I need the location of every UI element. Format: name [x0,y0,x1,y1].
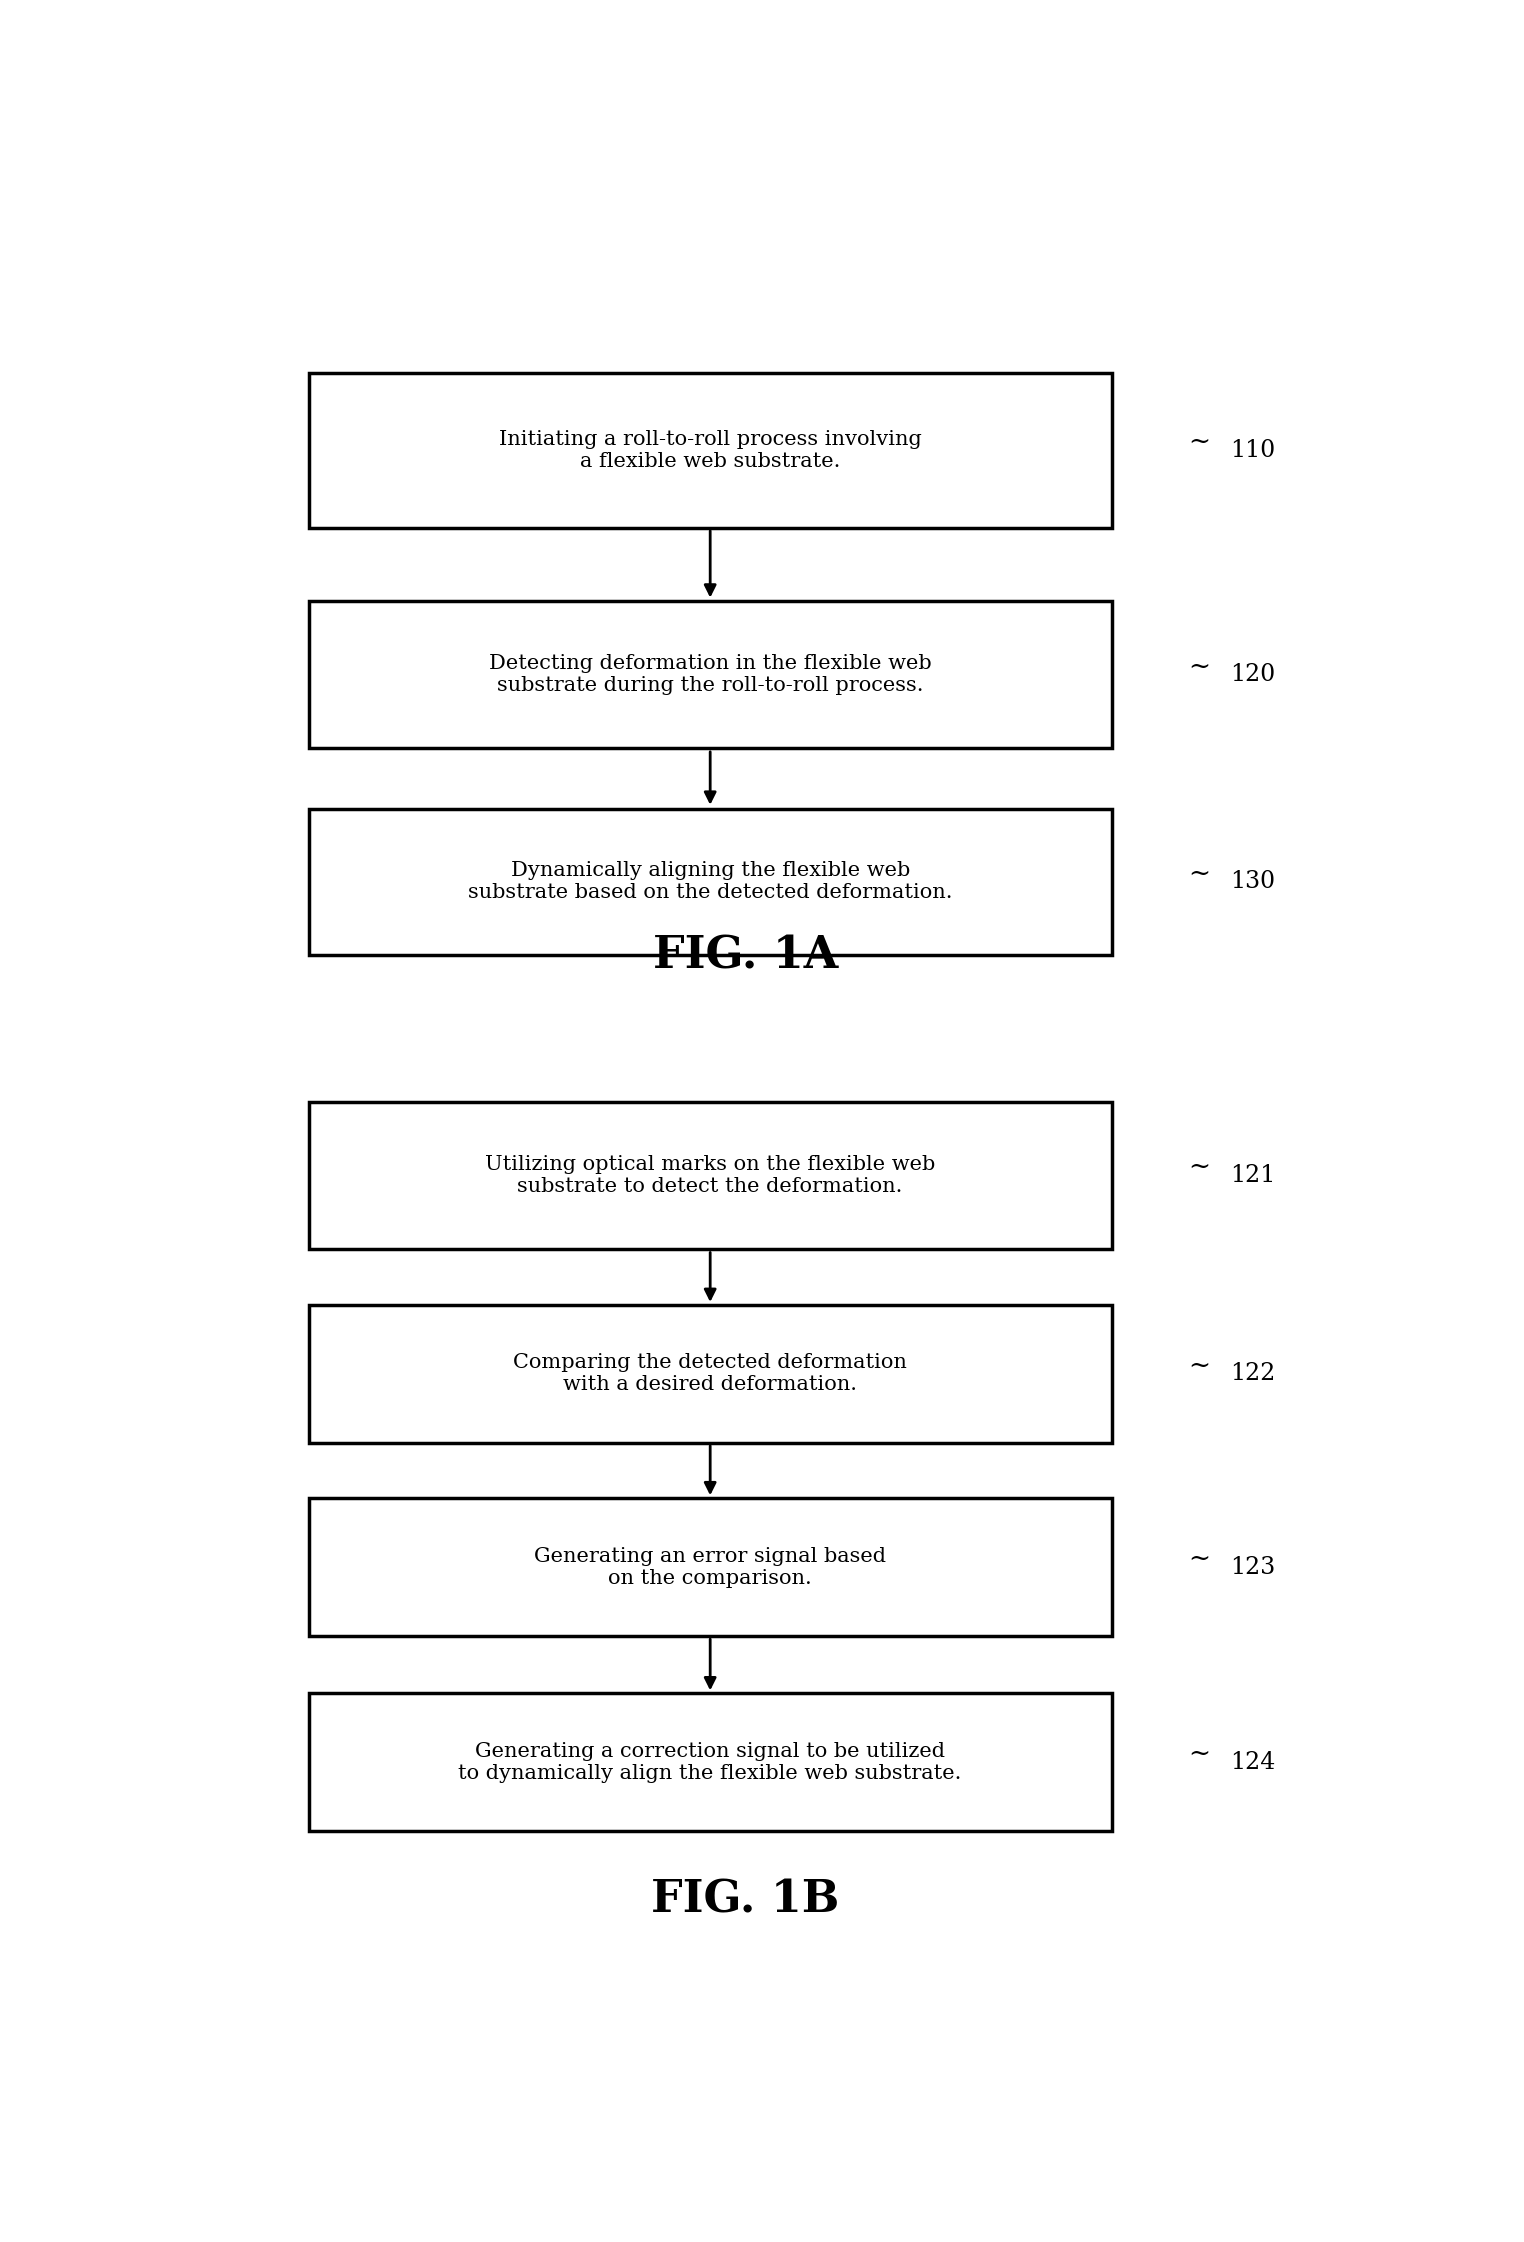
Text: 120: 120 [1230,664,1276,686]
Bar [308,1305,1113,1444]
Text: 110: 110 [1230,439,1276,462]
Text: 124: 124 [1230,1751,1276,1773]
Bar [308,1498,1113,1637]
Text: ~: ~ [1189,1547,1210,1572]
Text: ~: ~ [1189,655,1210,679]
Text: Dynamically aligning the flexible web
substrate based on the detected deformatio: Dynamically aligning the flexible web su… [468,861,952,901]
Text: Generating an error signal based
on the comparison.: Generating an error signal based on the … [535,1547,885,1587]
Bar [308,809,1113,955]
Text: Utilizing optical marks on the flexible web
substrate to detect the deformation.: Utilizing optical marks on the flexible … [485,1155,936,1195]
Text: Detecting deformation in the flexible web
substrate during the roll-to-roll proc: Detecting deformation in the flexible we… [489,655,931,695]
Text: Initiating a roll-to-roll process involving
a flexible web substrate.: Initiating a roll-to-roll process involv… [498,430,922,471]
Text: ~: ~ [1189,428,1210,455]
Text: Comparing the detected deformation
with a desired deformation.: Comparing the detected deformation with … [514,1354,907,1395]
Text: ~: ~ [1189,1155,1210,1179]
Text: 123: 123 [1230,1556,1276,1578]
Text: ~: ~ [1189,1352,1210,1379]
Text: ~: ~ [1189,1742,1210,1767]
Text: FIG. 1A: FIG. 1A [652,935,838,978]
Bar [308,1103,1113,1249]
Bar [308,601,1113,749]
Text: 130: 130 [1230,870,1276,892]
Text: 121: 121 [1230,1164,1276,1186]
Text: Generating a correction signal to be utilized
to dynamically align the flexible : Generating a correction signal to be uti… [459,1742,962,1782]
Text: FIG. 1B: FIG. 1B [651,1879,840,1921]
Text: 122: 122 [1230,1363,1276,1386]
Bar [308,1693,1113,1832]
Text: ~: ~ [1189,861,1210,886]
Bar [308,372,1113,527]
